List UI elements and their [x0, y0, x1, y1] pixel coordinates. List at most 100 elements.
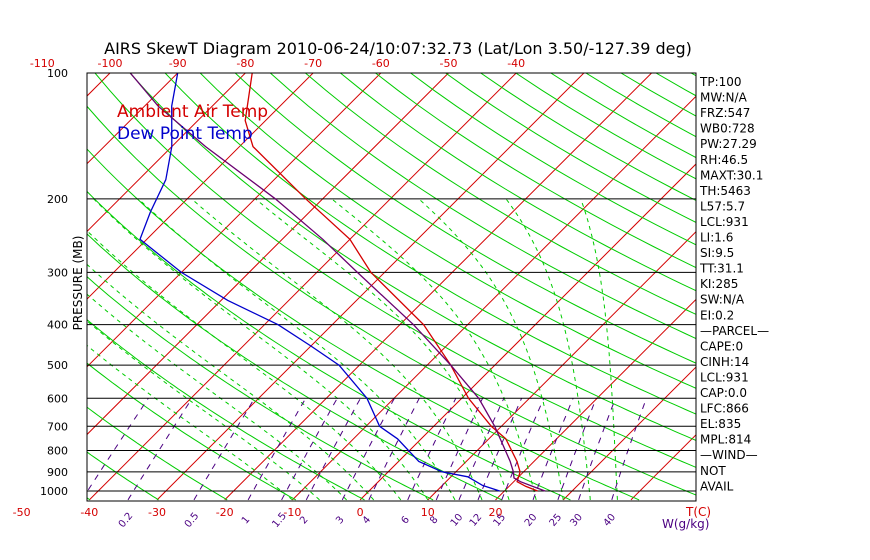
chart-title: AIRS SkewT Diagram 2010-06-24/10:07:32.7… — [104, 39, 692, 58]
moist-adiabat-line — [254, 198, 510, 501]
index-label: MPL:814 — [700, 433, 751, 447]
isotherm-line — [87, 73, 382, 368]
top-temperature-tick-label: -90 — [169, 57, 187, 70]
bottom-temperature-tick-label: 0 — [357, 506, 364, 519]
top-temperature-tick-label: -110 — [30, 57, 55, 70]
index-label: SW:N/A — [700, 293, 745, 307]
pressure-tick-label: 400 — [47, 319, 68, 332]
index-label: TP:100 — [699, 75, 742, 89]
isotherm-line — [156, 73, 585, 501]
pressure-tick-label: 1000 — [40, 485, 68, 498]
dry-adiabat-line — [199, 73, 696, 389]
moist-adiabat-lines — [87, 198, 618, 501]
dry-adiabat-line — [831, 73, 870, 500]
sounding-series — [129, 73, 546, 492]
index-label: TH:5463 — [699, 184, 751, 198]
index-label: LCL:931 — [700, 370, 749, 384]
dry-adiabat-line — [87, 105, 696, 496]
index-label: FRZ:547 — [700, 106, 750, 120]
isotherm-line — [87, 73, 111, 97]
index-label: CAP:0.0 — [700, 386, 747, 400]
mixing-ratio-label: 25 — [548, 512, 565, 529]
mixing-ratio-label: 0.2 — [117, 511, 136, 530]
isotherm-line — [0, 64, 52, 500]
index-label: L57:5.7 — [700, 199, 745, 213]
top-temperature-tick-label: -60 — [372, 57, 390, 70]
isotherm-line — [495, 298, 696, 501]
mixing-ratio-line — [87, 398, 149, 493]
mixing-ratio-label: 40 — [602, 512, 619, 529]
index-label: MW:N/A — [700, 91, 748, 105]
mixing-ratio-label: 3 — [334, 514, 347, 526]
mixing-ratio-label: 4 — [361, 514, 374, 526]
index-label: SI:9.5 — [700, 246, 734, 260]
mixing-ratio-line — [341, 398, 395, 501]
index-label: —PARCEL— — [700, 324, 769, 338]
top-temperature-tick-label: -80 — [236, 57, 254, 70]
mixing-ratio-label: 30 — [568, 512, 585, 529]
moist-adiabat-line — [87, 344, 293, 501]
pressure-tick-label: 600 — [47, 392, 68, 405]
moist-adiabat-line — [87, 230, 402, 501]
mixing-ratio-line — [305, 398, 361, 501]
index-label: LFC:866 — [700, 402, 749, 416]
moist-adiabat-line — [331, 198, 537, 501]
top-temperature-tick-label: -100 — [98, 57, 123, 70]
index-label: MAXT:30.1 — [700, 168, 763, 182]
mixing-ratio-line — [458, 398, 505, 501]
index-label: NOT — [700, 464, 726, 478]
mixing-ratio-label: 20 — [523, 512, 540, 529]
moist-adiabat-line — [138, 198, 456, 501]
index-label: KI:285 — [700, 277, 738, 291]
dry-adiabat-line — [515, 73, 696, 180]
mixing-ratio-line — [501, 398, 545, 501]
bottom-temperature-tick-label: 10 — [421, 506, 435, 519]
dry-adiabat-line — [0, 73, 21, 500]
series-line-dew-point-temp — [139, 73, 500, 492]
index-label: AVAIL — [700, 479, 734, 493]
top-temperature-tick-label: -50 — [440, 57, 458, 70]
pressure-tick-label: 500 — [47, 359, 68, 372]
isotherm-line — [292, 95, 696, 501]
dry-adiabat-line — [87, 190, 571, 501]
dry-adiabat-line — [87, 362, 297, 501]
mixing-ratio-line — [127, 398, 193, 501]
pressure-tick-label: 700 — [47, 420, 68, 433]
pressure-tick-label: 900 — [47, 466, 68, 479]
bottom-temperature-tick-label: -50 — [13, 506, 31, 519]
isotherm-line — [359, 163, 696, 501]
moist-adiabat-line — [580, 198, 618, 500]
dry-adiabat-line — [761, 73, 870, 500]
dry-adiabat-line — [87, 276, 434, 501]
index-label: PW:27.29 — [700, 137, 757, 151]
dry-adiabat-line — [305, 73, 696, 315]
top-temperature-tick-label: -40 — [507, 57, 525, 70]
index-label: LI:1.6 — [700, 231, 733, 245]
dry-adiabat-line — [866, 73, 870, 500]
pressure-tick-label: 200 — [47, 193, 68, 206]
moist-adiabat-line — [87, 320, 320, 501]
y-axis-label: PRESSURE (MB) — [71, 236, 85, 331]
dry-adiabat-line — [269, 73, 696, 340]
mixing-ratio-line — [368, 398, 420, 501]
plot-frame — [86, 72, 697, 502]
mixing-ratio-unit-label: W(g/kg) — [662, 517, 709, 531]
index-label: LCL:931 — [700, 215, 749, 229]
mixing-ratio-line — [611, 398, 647, 501]
bottom-temperature-tick-label: 20 — [489, 506, 503, 519]
mixing-ratio-line — [578, 398, 616, 501]
moist-adiabat-line — [87, 263, 375, 501]
mixing-ratio-line — [532, 398, 574, 501]
mixing-ratio-label: 1 — [240, 514, 253, 526]
dry-adiabat-line — [796, 73, 870, 500]
isotherm-line — [87, 73, 247, 233]
mixing-ratio-labels: 0.2 0.5 1 1.5 2 3 4 6 8 10 12 15 20 25 30 40 — [117, 511, 618, 530]
dry-adiabat-line — [94, 73, 696, 468]
series-line-ambient-air-temp — [244, 73, 538, 492]
moist-adiabat-line — [93, 198, 429, 501]
dry-adiabat-line — [340, 73, 696, 292]
index-label: TT:31.1 — [699, 262, 744, 276]
index-label: CAPE:0 — [700, 339, 743, 353]
mixing-ratio-label: 0.5 — [183, 511, 202, 530]
